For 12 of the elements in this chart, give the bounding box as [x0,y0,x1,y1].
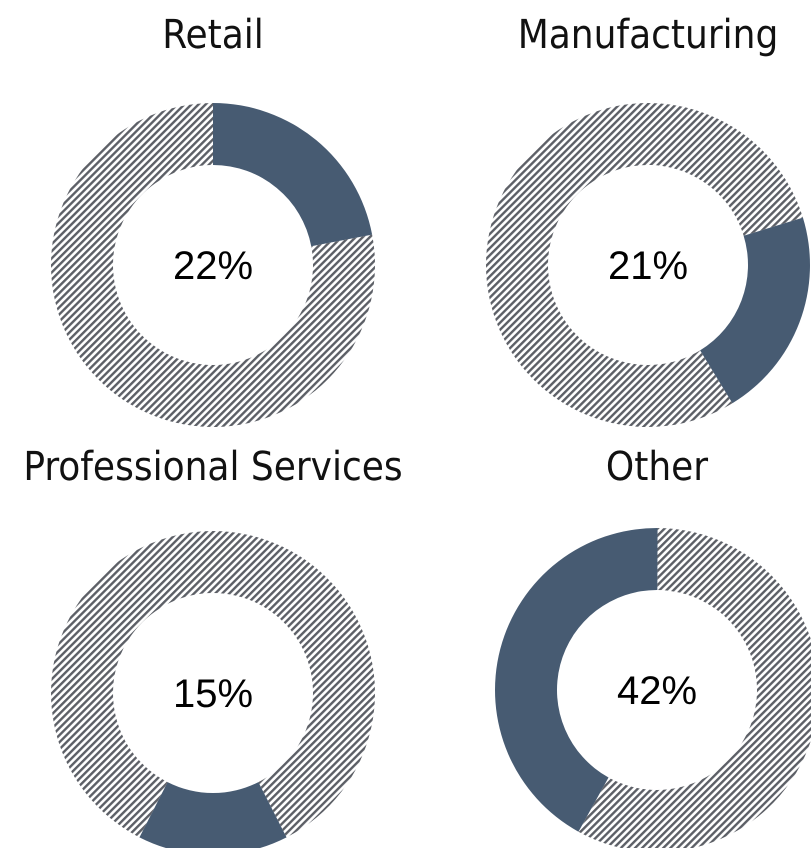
text: 42% [616,669,698,713]
chart-title: Retail [162,12,264,58]
donut-slice [486,103,803,427]
chart-title: Other [606,444,708,490]
text: 21% [608,244,688,288]
text: 15% [172,672,254,716]
donut-slice [700,218,810,404]
donut-slice [213,103,372,246]
chart-title: Manufacturing [518,12,778,58]
text: 22% [172,244,254,288]
chart-title: Professional Services [23,444,403,490]
donut-slice [51,103,375,427]
